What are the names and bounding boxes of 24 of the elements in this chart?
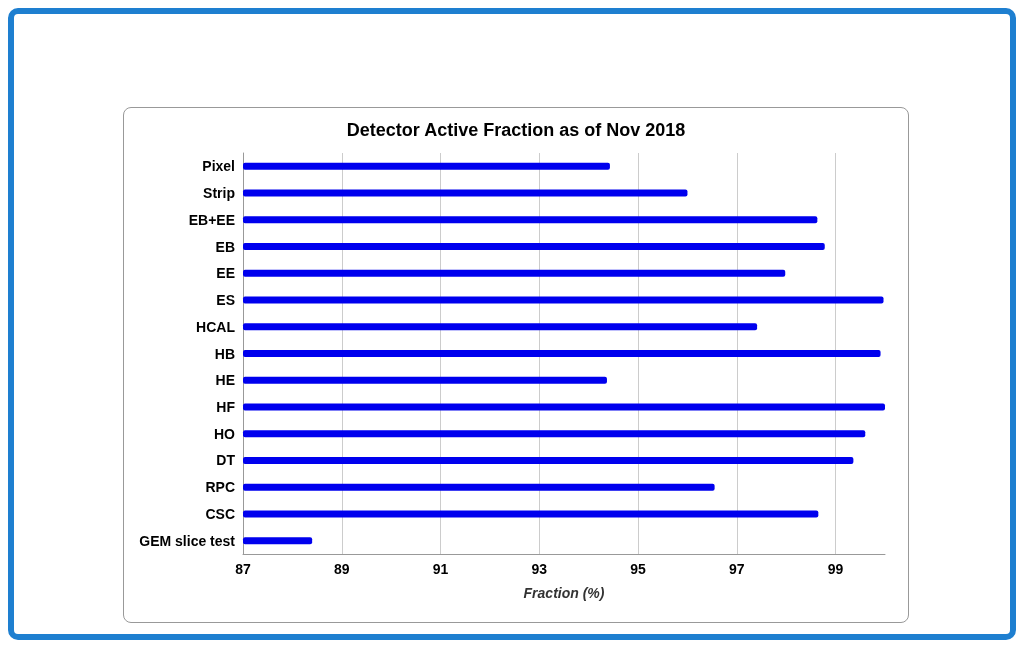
- y-tick-label: HE: [215, 372, 235, 389]
- y-tick-label: RPC: [205, 479, 235, 496]
- y-tick-label: Pixel: [202, 158, 235, 175]
- x-tick-label: 89: [333, 561, 350, 577]
- y-tick-label: CSC: [205, 505, 235, 522]
- y-tick-label: HB: [214, 345, 235, 362]
- y-tick-label: EB+EE: [188, 211, 235, 228]
- y-tick-label: Strip: [203, 185, 235, 202]
- y-tick-label: EB: [215, 238, 235, 255]
- chart-title: Detector Active Fraction as of Nov 2018: [346, 120, 686, 140]
- x-tick-label: 99: [827, 561, 844, 577]
- x-tick-label: 95: [630, 561, 647, 577]
- y-tick-label: ES: [216, 292, 235, 309]
- x-axis-title: Fraction (%): [523, 585, 605, 601]
- y-tick-label: GEM slice test: [139, 532, 236, 549]
- x-tick-label: 87: [235, 561, 251, 577]
- y-tick-label: EE: [216, 265, 235, 282]
- y-tick-label: HO: [214, 425, 236, 442]
- y-tick-label: HF: [216, 398, 236, 415]
- y-tick-label: HCAL: [196, 318, 236, 335]
- x-tick-label: 97: [729, 561, 745, 577]
- y-tick-label: DT: [216, 452, 236, 469]
- x-tick-label: 91: [432, 561, 449, 577]
- x-tick-label: 93: [531, 561, 548, 577]
